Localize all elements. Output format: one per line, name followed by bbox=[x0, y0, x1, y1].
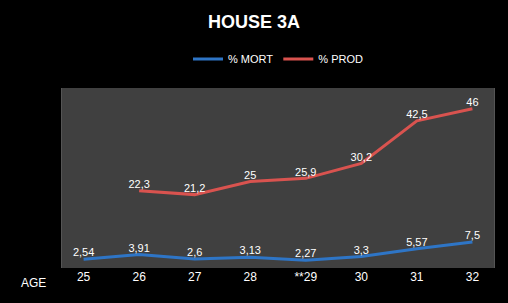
svg-text:5,57: 5,57 bbox=[406, 236, 427, 248]
svg-text:2,6: 2,6 bbox=[187, 246, 202, 258]
svg-text:25,9: 25,9 bbox=[295, 166, 316, 178]
svg-text:7,5: 7,5 bbox=[465, 229, 480, 241]
svg-text:**29: **29 bbox=[294, 270, 317, 284]
svg-text:31: 31 bbox=[410, 270, 424, 284]
svg-text:% PROD: % PROD bbox=[318, 53, 363, 65]
svg-text:25: 25 bbox=[77, 270, 91, 284]
svg-text:32: 32 bbox=[466, 270, 480, 284]
svg-text:26: 26 bbox=[132, 270, 146, 284]
svg-text:27: 27 bbox=[188, 270, 202, 284]
svg-text:25: 25 bbox=[244, 169, 256, 181]
svg-text:3,3: 3,3 bbox=[354, 244, 369, 256]
svg-text:AGE: AGE bbox=[21, 276, 46, 290]
svg-text:28: 28 bbox=[244, 270, 258, 284]
svg-text:30,2: 30,2 bbox=[351, 151, 372, 163]
svg-text:21,2: 21,2 bbox=[184, 182, 205, 194]
svg-text:30: 30 bbox=[355, 270, 369, 284]
svg-text:3,13: 3,13 bbox=[240, 244, 261, 256]
svg-text:3,91: 3,91 bbox=[128, 242, 149, 254]
svg-text:2,54: 2,54 bbox=[73, 246, 94, 258]
svg-text:46: 46 bbox=[466, 96, 478, 108]
svg-text:HOUSE 3A: HOUSE 3A bbox=[208, 12, 300, 32]
svg-text:42,5: 42,5 bbox=[406, 108, 427, 120]
svg-text:22,3: 22,3 bbox=[128, 178, 149, 190]
svg-text:2,27: 2,27 bbox=[295, 247, 316, 259]
svg-text:% MORT: % MORT bbox=[228, 53, 273, 65]
